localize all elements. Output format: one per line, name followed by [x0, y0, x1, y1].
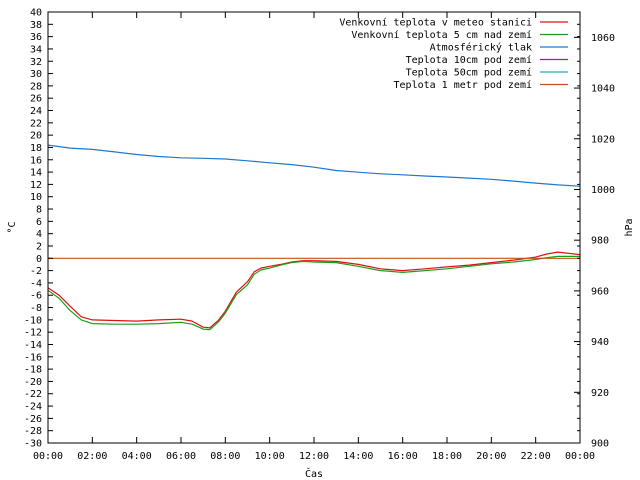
x-tick-label: 14:00	[343, 451, 373, 462]
y2-tick-label: 1040	[591, 84, 615, 95]
series-line-3	[47, 144, 581, 187]
y2-tick-label: 940	[591, 337, 609, 348]
y-tick-label: -20	[24, 377, 42, 388]
y-tick-label: 2	[36, 241, 42, 252]
x-tick-label: 06:00	[166, 451, 196, 462]
x-tick-label: 22:00	[521, 451, 551, 462]
y-tick-label: 20	[30, 131, 42, 142]
legend-label-2: Venkovní teplota 5 cm nad zemí	[351, 29, 532, 41]
y-tick-label: -24	[24, 402, 42, 413]
y-tick-label: 38	[30, 20, 42, 31]
x-tick-label: 00:00	[565, 451, 595, 462]
legend-label-3: Atmosférický tlak	[430, 42, 532, 54]
y-tick-label: 12	[30, 180, 42, 191]
y-tick-label: 32	[30, 57, 42, 68]
x-axis-title: Čas	[305, 467, 323, 480]
y-tick-label: -6	[30, 291, 42, 302]
y-tick-label: -14	[24, 340, 42, 351]
y-tick-label: 16	[30, 155, 42, 166]
x-tick-label: 20:00	[476, 451, 506, 462]
plot-area	[47, 144, 581, 331]
y-axis-title: °C	[7, 221, 18, 233]
series-line-2	[47, 255, 580, 331]
x-tick-label: 12:00	[299, 451, 329, 462]
y-tick-label: -22	[24, 389, 42, 400]
legend: Venkovní teplota v meteo staniciVenkovní…	[339, 17, 568, 91]
legend-label-6: Teplota 1 metr pod zemí	[394, 79, 532, 91]
x-tick-label: 18:00	[432, 451, 462, 462]
axes: -30-28-26-24-22-20-18-16-14-12-10-8-6-4-…	[24, 8, 615, 463]
y-tick-label: 26	[30, 94, 42, 105]
y-tick-label: 8	[36, 205, 42, 216]
y2-tick-label: 1020	[591, 134, 615, 145]
y-tick-label: 30	[30, 69, 42, 80]
y-tick-label: -12	[24, 328, 42, 339]
x-tick-label: 00:00	[33, 451, 63, 462]
y-tick-label: 28	[30, 81, 42, 92]
legend-label-4: Teplota 10cm pod zemí	[406, 54, 532, 66]
y-tick-label: -30	[24, 439, 42, 450]
y-tick-label: 10	[30, 192, 42, 203]
y-tick-label: -26	[24, 414, 42, 425]
y-tick-label: 36	[30, 32, 42, 43]
y-tick-label: -8	[30, 303, 42, 314]
legend-label-5: Teplota 50cm pod zemí	[406, 67, 532, 79]
y-tick-label: -28	[24, 426, 42, 437]
y2-tick-label: 960	[591, 286, 609, 297]
y-tick-label: 6	[36, 217, 42, 228]
y-tick-label: 40	[30, 8, 42, 19]
y-tick-label: 34	[30, 44, 42, 55]
y2-tick-label: 1060	[591, 33, 615, 44]
y2-tick-label: 980	[591, 236, 609, 247]
y2-tick-label: 920	[591, 388, 609, 399]
x-tick-label: 02:00	[77, 451, 107, 462]
y2-tick-label: 900	[591, 439, 609, 450]
y-tick-label: 4	[36, 229, 42, 240]
y-tick-label: -2	[30, 266, 42, 277]
y-tick-label: -10	[24, 315, 42, 326]
y-tick-label: 18	[30, 143, 42, 154]
y2-axis-title: hPa	[624, 218, 635, 236]
y-tick-label: 24	[30, 106, 42, 117]
x-tick-label: 08:00	[210, 451, 240, 462]
y-tick-label: 14	[30, 168, 42, 179]
legend-label-1: Venkovní teplota v meteo stanici	[339, 17, 532, 29]
y-tick-label: 0	[36, 254, 42, 265]
y-tick-label: -4	[30, 278, 42, 289]
x-tick-label: 04:00	[122, 451, 152, 462]
y2-tick-label: 1000	[591, 185, 615, 196]
y-tick-label: -16	[24, 352, 42, 363]
series-line-1	[47, 251, 581, 329]
x-tick-label: 16:00	[388, 451, 418, 462]
x-tick-label: 10:00	[255, 451, 285, 462]
y-tick-label: 22	[30, 118, 42, 129]
y-tick-label: -18	[24, 365, 42, 376]
